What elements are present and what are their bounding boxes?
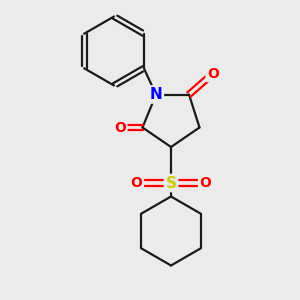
Text: N: N (150, 87, 162, 102)
Text: O: O (130, 176, 142, 190)
Text: S: S (166, 176, 176, 190)
Text: O: O (114, 121, 126, 134)
Text: O: O (200, 176, 211, 190)
Text: O: O (207, 67, 219, 80)
